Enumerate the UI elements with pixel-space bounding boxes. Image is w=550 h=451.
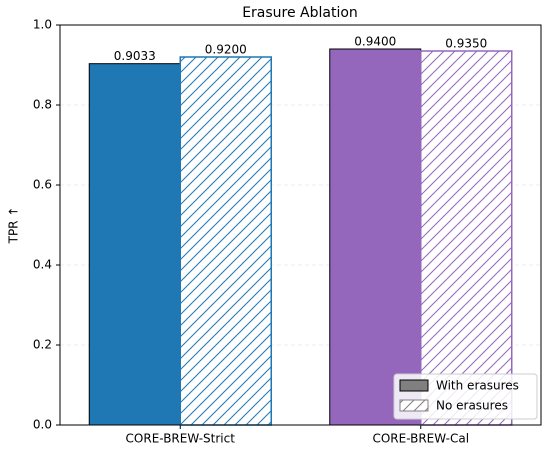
bar <box>420 50 513 426</box>
y-tick-label: 0.2 <box>33 338 52 352</box>
chart-title: Erasure Ablation <box>242 5 358 21</box>
value-label: 0.9200 <box>205 43 247 57</box>
plot-frame <box>59 24 542 426</box>
y-tick-label: 0.4 <box>33 258 52 272</box>
y-tick-label: 0.8 <box>33 98 52 112</box>
legend-label: No erasures <box>436 399 508 413</box>
y-tick-label: 1.0 <box>33 18 52 32</box>
value-label: 0.9033 <box>114 49 156 63</box>
y-tick-label: 0.0 <box>33 418 52 432</box>
y-axis-label: TPR ↑ <box>7 207 21 245</box>
bar <box>329 48 422 426</box>
legend-swatch <box>399 399 429 412</box>
x-tick-label: CORE-BREW-Cal <box>372 432 469 446</box>
bar <box>88 63 181 426</box>
legend-label: With erasures <box>436 379 519 393</box>
legend-swatch <box>399 379 429 392</box>
legend-box <box>393 373 538 420</box>
x-tick-label: CORE-BREW-Strict <box>126 432 236 446</box>
value-label: 0.9350 <box>445 37 487 51</box>
bar <box>179 56 272 426</box>
y-tick-label: 0.6 <box>33 178 52 192</box>
value-label: 0.9400 <box>354 35 396 49</box>
